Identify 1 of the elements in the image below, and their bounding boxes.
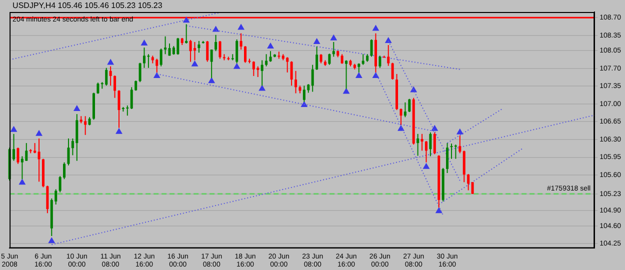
chart-title: USDJPY,H4 105.46 105.46 105.23 105.23 — [12, 1, 163, 10]
